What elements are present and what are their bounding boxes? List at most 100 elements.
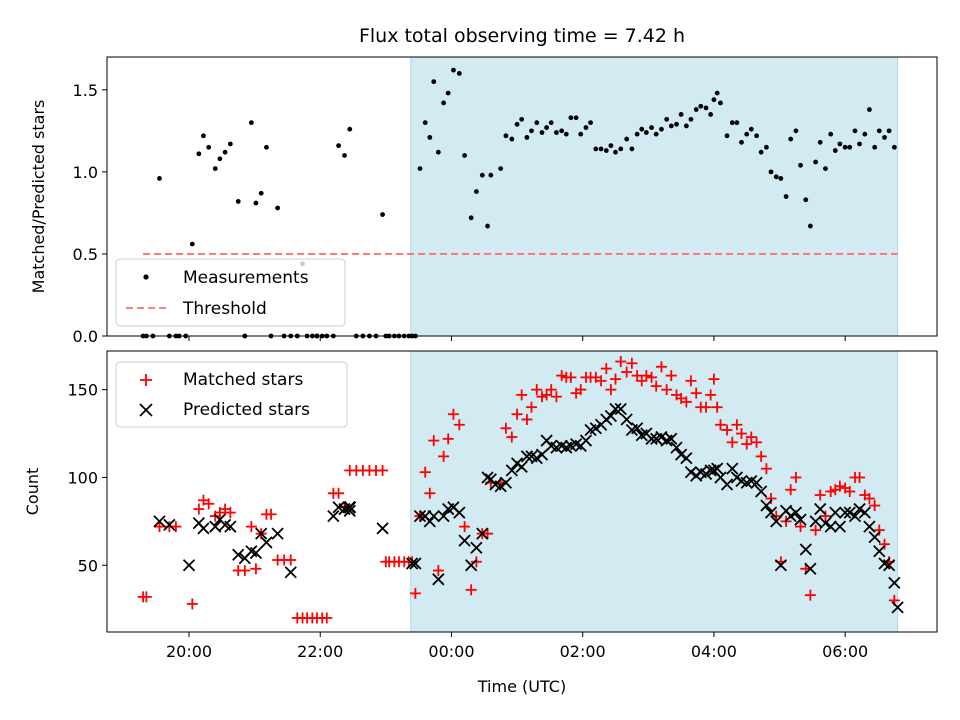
predicted-point xyxy=(476,527,489,540)
measurement-point xyxy=(852,128,858,134)
measurement-point xyxy=(235,199,241,204)
bottom-predicted-series xyxy=(153,402,904,614)
bottom-y-ticks: 50 100 150 xyxy=(67,381,107,575)
matched-point xyxy=(239,565,251,577)
measurement-point xyxy=(488,172,494,178)
measurement-point xyxy=(568,115,574,121)
matched-point xyxy=(406,556,418,568)
measurement-point xyxy=(519,116,525,122)
measurement-point xyxy=(435,149,441,155)
matched-point xyxy=(825,486,837,497)
matched-point xyxy=(285,554,297,566)
matched-point xyxy=(661,384,673,396)
matched-point xyxy=(438,450,450,462)
measurement-point xyxy=(857,141,862,147)
measurement-point xyxy=(688,116,694,122)
matched-point xyxy=(432,565,444,577)
measurement-point xyxy=(524,135,530,140)
predicted-point xyxy=(255,527,268,540)
bottom-axes-frame xyxy=(106,350,938,633)
bottom-x-tick-label: 00:00 xyxy=(428,642,474,661)
measurement-point xyxy=(258,190,264,196)
matched-point xyxy=(655,361,667,373)
matched-point xyxy=(705,389,717,401)
legend-threshold-label: Threshold xyxy=(182,299,267,319)
matched-point xyxy=(869,500,881,512)
matched-point xyxy=(575,384,587,396)
matched-point xyxy=(605,384,617,396)
measurement-point xyxy=(222,149,228,155)
matched-point xyxy=(785,484,797,496)
matched-point xyxy=(333,487,345,499)
bottom-x-tick-label: 20:00 xyxy=(166,642,212,661)
measurement-point xyxy=(718,100,723,106)
measurement-point xyxy=(509,136,515,142)
legend-measurements-label: Measurements xyxy=(183,268,309,288)
matched-point xyxy=(636,375,648,387)
matched-point xyxy=(646,371,658,383)
predicted-point xyxy=(809,515,822,528)
predicted-point xyxy=(376,522,389,535)
predicted-point xyxy=(858,506,871,519)
matched-point xyxy=(447,408,459,420)
bottom-legend: Matched stars Predicted stars xyxy=(115,361,348,428)
predicted-point xyxy=(260,536,273,549)
measurement-point xyxy=(629,146,635,152)
measurement-point xyxy=(539,130,545,135)
matched-point xyxy=(565,371,577,383)
matched-point xyxy=(795,521,807,533)
measurement-point xyxy=(554,130,559,135)
matched-point xyxy=(640,370,652,382)
measurement-point xyxy=(768,169,774,175)
matched-point xyxy=(203,498,215,510)
predicted-point xyxy=(774,559,787,572)
matched-point xyxy=(153,521,165,533)
matched-point xyxy=(751,436,763,448)
predicted-point xyxy=(720,478,734,491)
bottom-y-tick-label: 100 xyxy=(67,468,98,487)
measurement-point xyxy=(734,120,740,126)
predicted-point xyxy=(848,509,862,523)
matched-point xyxy=(879,538,891,550)
measurement-point xyxy=(588,120,593,126)
chart-title: Flux total observing time = 7.42 h xyxy=(359,25,685,47)
matched-point xyxy=(424,487,436,499)
bottom-x-tick-label: 06:00 xyxy=(822,642,868,661)
measurement-point xyxy=(714,90,720,96)
predicted-point xyxy=(824,520,837,533)
matched-point xyxy=(506,431,518,443)
bottom-y-axis-label: Count xyxy=(23,468,42,516)
measurement-point xyxy=(744,131,750,137)
measurement-point xyxy=(201,133,206,139)
matched-point xyxy=(470,556,482,568)
bottom-x-tick-label: 04:00 xyxy=(691,642,737,661)
legend-predicted-marker xyxy=(139,403,153,417)
predicted-point xyxy=(839,506,852,519)
legend-matched-marker xyxy=(140,374,152,386)
measurement-point xyxy=(711,97,717,103)
measurement-point xyxy=(803,197,809,203)
top-axes-frame xyxy=(106,56,938,337)
measurement-point xyxy=(441,100,446,106)
matched-point xyxy=(516,389,528,401)
measurement-point xyxy=(862,131,868,137)
predicted-point xyxy=(684,466,698,479)
matched-point xyxy=(834,480,846,492)
predicted-point xyxy=(620,413,633,426)
matched-point xyxy=(650,380,662,392)
measurement-point xyxy=(593,146,599,152)
matched-point xyxy=(500,422,512,434)
measurement-point xyxy=(664,116,670,122)
bottom-matched-series xyxy=(137,356,900,624)
matched-point xyxy=(609,373,621,385)
predicted-point xyxy=(711,462,724,475)
predicted-point xyxy=(631,422,644,435)
predicted-point xyxy=(224,520,237,533)
predicted-point xyxy=(153,515,166,528)
matched-point xyxy=(731,419,743,431)
measurement-point xyxy=(778,176,784,181)
predicted-point xyxy=(645,432,658,445)
measurement-point xyxy=(451,67,456,73)
measurement-point xyxy=(807,223,813,229)
